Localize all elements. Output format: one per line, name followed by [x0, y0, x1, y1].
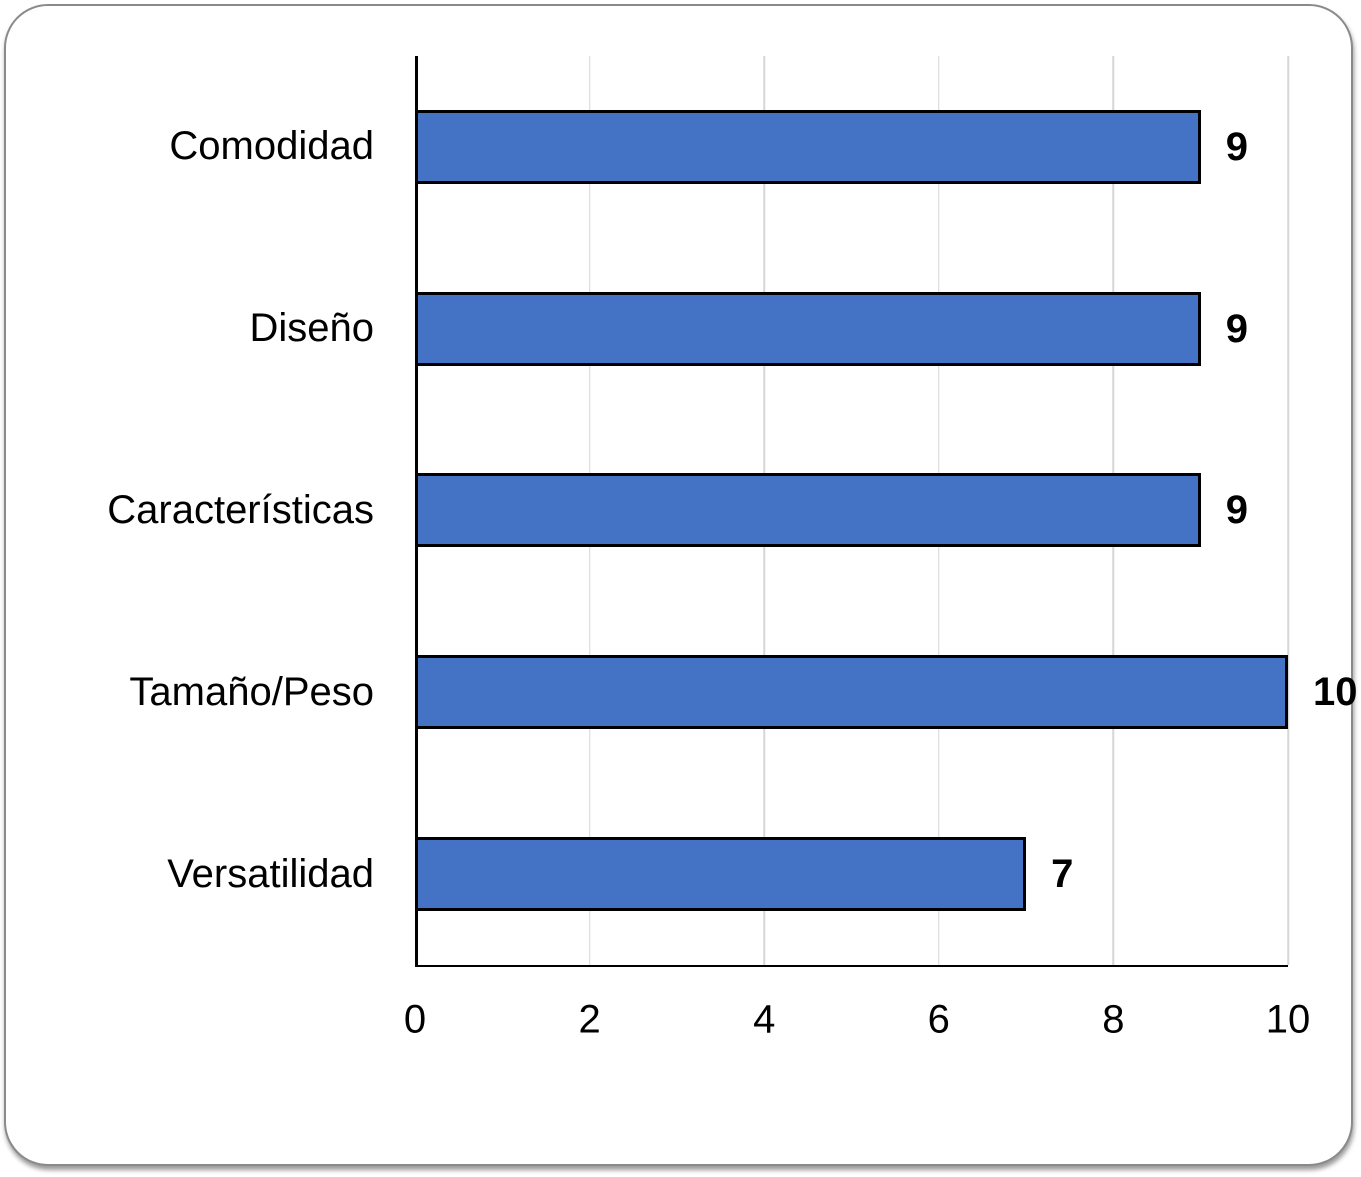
bar-value-label: 10 [1313, 670, 1358, 715]
bar-row: 9 [415, 238, 1288, 420]
category-label: Versatilidad [167, 851, 374, 896]
bar-value-label: 7 [1051, 852, 1074, 897]
bar-4 [415, 655, 1288, 730]
y-axis-line [415, 56, 418, 965]
bar-row: 7 [415, 783, 1288, 965]
x-tick-label: 8 [1102, 997, 1125, 1042]
bar-value-label: 9 [1225, 124, 1248, 169]
category-label: Comodidad [169, 124, 374, 169]
chart-card: Comodidad Diseño Características Tamaño/Pes… [4, 4, 1358, 1166]
x-tick-label: 4 [753, 997, 776, 1042]
plot-area: 9 9 9 10 7 [415, 56, 1358, 967]
category-label: Diseño [249, 306, 374, 351]
x-tick-label: 2 [578, 997, 601, 1042]
category-label: Tamaño/Peso [129, 669, 374, 714]
bar-value-label: 9 [1225, 306, 1248, 351]
x-tick-label: 0 [403, 997, 427, 1042]
category-axis: Comodidad Diseño Características Tamaño/Pes… [6, 56, 374, 965]
bar-value-label: 9 [1225, 488, 1248, 533]
gridline [1287, 56, 1289, 965]
bar-1 [415, 109, 1201, 184]
x-axis-line [415, 965, 1288, 967]
bar-row: 9 [415, 420, 1288, 602]
x-axis-ticks: 0 2 4 6 8 10 [404, 965, 1310, 1075]
x-tick-label: 6 [927, 997, 950, 1042]
category-label: Características [107, 487, 374, 532]
bar-3 [415, 473, 1201, 548]
bar-row: 9 [415, 56, 1288, 238]
bar-row: 10 [415, 601, 1358, 783]
bar-5 [415, 837, 1027, 912]
bar-2 [415, 291, 1201, 366]
x-tick-label: 10 [1265, 997, 1311, 1042]
